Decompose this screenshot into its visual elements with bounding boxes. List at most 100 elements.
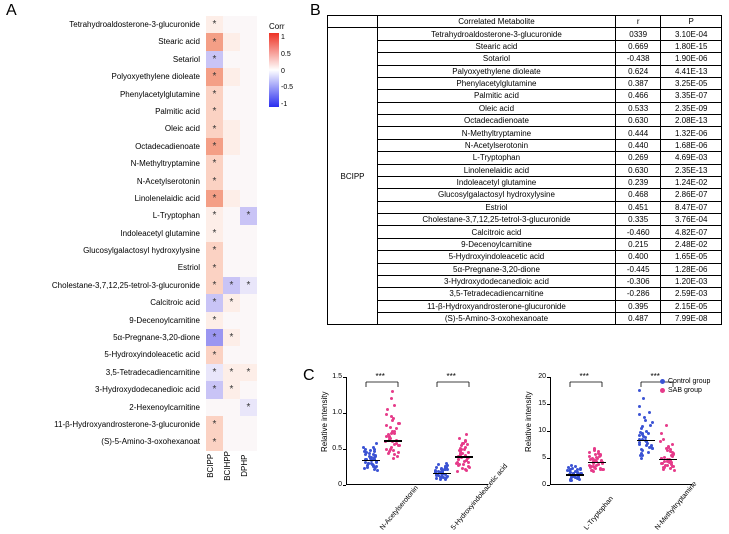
heatmap-cell [240,242,257,259]
y-tick-label: 1.0 [324,409,342,416]
table-cell: Calcitroic acid [378,226,616,238]
table-cell: 1.24E-02 [661,176,722,188]
heatmap-row-label: 5α-Pregnane-3,20-dione [10,329,204,346]
scatter-point [456,470,459,473]
heatmap-col-label: DPHP [240,451,257,483]
legend-row: Control group [660,378,710,385]
scatter-point [641,454,644,457]
heatmap-cell [223,207,240,224]
y-tick-mark [547,485,550,486]
table-row: Glucosylgalactosyl hydroxylysine0.4682.8… [328,189,722,201]
significance-label: *** [447,372,456,381]
colorbar-ticks: 10.50-0.5-1 [281,34,293,108]
heatmap-cell [223,242,240,259]
legend-label: Control group [668,378,710,385]
table-cell: 1.80E-15 [661,40,722,52]
heatmap-cell [240,294,257,311]
scatter-point [365,451,368,454]
heatmap-row-label: Phenylacetylglutamine [10,86,204,103]
table-cell: Estriol [378,201,616,213]
table-cell: 3,5-Tetradecadiencarnitine [378,288,616,300]
y-tick-label: 0 [324,481,342,488]
heatmap-cell: * [240,364,257,381]
heatmap-cell: * [206,68,223,85]
heatmap-cell: * [206,155,223,172]
heatmap-cell: * [240,207,257,224]
heatmap-row-label: Polyoxyethylene dioleate [10,68,204,85]
heatmap-cell: * [206,173,223,190]
heatmap-cell [223,33,240,50]
table-row: (S)-5-Amino-3-oxohexanoate0.4877.99E-08 [328,313,722,325]
table-cell: Sotariol [378,53,616,65]
table-row: Estriol0.4518.47E-07 [328,201,722,213]
table-cell: 0.444 [615,127,661,139]
heatmap-row-label: Calcitroic acid [10,294,204,311]
heatmap-cell: * [206,16,223,33]
table-cell: 2.48E-02 [661,238,722,250]
median-line [588,462,606,464]
table-panel: Correlated MetaboliterPBCIPPTetrahydroal… [327,15,722,325]
table-cell: 1.68E-06 [661,139,722,151]
heatmap-cell [223,259,240,276]
table-cell: 2.15E-05 [661,300,722,312]
table-cell: Palmitic acid [378,90,616,102]
heatmap-cell: * [223,381,240,398]
x-category-label: N-Methyltryptamine [654,481,698,532]
table-cell: -0.286 [615,288,661,300]
heatmap-cell [223,51,240,68]
heatmap-cell: * [206,51,223,68]
legend-dot-icon [660,379,665,384]
heatmap-row-label: N-Methyltryptamine [10,155,204,172]
heatmap-panel: Tetrahydroaldosterone-3-glucuronideStear… [10,16,300,526]
heatmap-cell [240,173,257,190]
table-cell: 2.86E-07 [661,189,722,201]
heatmap-cell [223,416,240,433]
heatmap-cell: * [206,86,223,103]
scatter-point [373,456,376,459]
heatmap-row-label: Linolenelaidic acid [10,190,204,207]
heatmap-row-label: 11-β-Hydroxyandrosterone-3-glucuronide [10,416,204,433]
heatmap-cell: * [206,381,223,398]
heatmap-row-label: Palmitic acid [10,103,204,120]
scatter-point [468,466,471,469]
heatmap-row-label: Glucosylgalactosyl hydroxylysine [10,242,204,259]
heatmap-cell [240,103,257,120]
panel-label-b: B [310,2,321,20]
scatter-point [372,446,375,449]
table-cell: 5α-Pregnane-3,20-dione [378,263,616,275]
median-line [362,460,380,462]
y-tick-mark [547,404,550,405]
table-cell: 2.08E-13 [661,115,722,127]
y-tick-mark [547,377,550,378]
table-cell: 0.630 [615,115,661,127]
heatmap-cell [240,190,257,207]
table-cell: 0.533 [615,102,661,114]
scatter-point [642,397,645,400]
table-cell: 0.669 [615,40,661,52]
colorbar-tick: 0.5 [281,51,293,58]
median-line [566,474,584,476]
scatter-point [388,436,391,439]
heatmap-cell: * [206,120,223,137]
scatter-point [368,452,371,455]
scatter-point [459,447,462,450]
table-row: 3,5-Tetradecadiencarnitine-0.2862.59E-03 [328,288,722,300]
heatmap-cell: * [206,207,223,224]
scatter-point [648,411,651,414]
heatmap-cell [240,416,257,433]
heatmap-row-label: 5-Hydroxyindoleacetic acid [10,346,204,363]
heatmap-cell: * [206,138,223,155]
table-cell: 2.35E-13 [661,164,722,176]
table-cell: 1.20E-03 [661,275,722,287]
heatmap-cell: * [206,242,223,259]
scatter-point [457,464,460,467]
table-cell: 3.10E-04 [661,28,722,40]
heatmap-cell: * [206,346,223,363]
table-row: Stearic acid0.6691.80E-15 [328,40,722,52]
heatmap-row-label: 9-Decenoylcarnitine [10,312,204,329]
y-tick-mark [343,485,346,486]
heatmap-cell: * [206,329,223,346]
median-line [455,456,473,458]
table-cell: 7.99E-08 [661,313,722,325]
table-cell: N-Acetylserotonin [378,139,616,151]
